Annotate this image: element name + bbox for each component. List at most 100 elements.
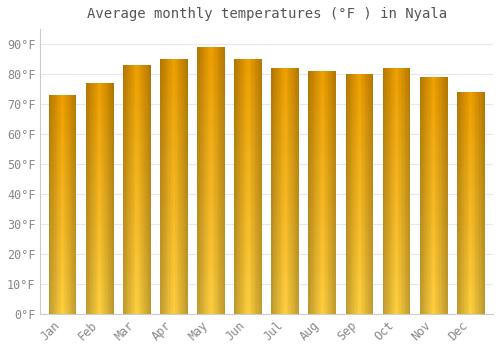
Bar — [308, 197, 336, 202]
Bar — [457, 230, 484, 234]
Bar — [160, 207, 188, 212]
Bar — [53, 95, 54, 314]
Bar — [272, 206, 299, 211]
Bar — [160, 74, 188, 79]
Bar — [311, 71, 312, 314]
Bar — [350, 74, 351, 314]
Bar — [86, 102, 114, 106]
Bar — [346, 237, 374, 242]
Bar — [146, 65, 148, 314]
Bar — [346, 84, 374, 89]
Bar — [172, 59, 174, 314]
Bar — [395, 68, 396, 314]
Bar — [382, 142, 410, 147]
Bar — [48, 283, 76, 288]
Bar — [272, 289, 299, 294]
Bar — [48, 183, 76, 187]
Bar — [123, 100, 150, 105]
Bar — [197, 175, 225, 181]
Bar — [308, 193, 336, 197]
Bar — [234, 120, 262, 125]
Bar — [197, 229, 225, 234]
Bar — [86, 263, 114, 268]
Bar — [123, 184, 150, 189]
Bar — [160, 268, 188, 273]
Bar — [234, 79, 262, 84]
Bar — [200, 47, 202, 314]
Bar — [86, 97, 114, 101]
Bar — [182, 59, 184, 314]
Bar — [197, 170, 225, 175]
Bar — [457, 163, 484, 167]
Bar — [197, 218, 225, 223]
Bar — [123, 304, 150, 309]
Bar — [272, 117, 299, 122]
Bar — [420, 144, 448, 148]
Bar — [370, 74, 372, 314]
Bar — [48, 270, 76, 274]
Bar — [48, 218, 76, 222]
Bar — [68, 95, 70, 314]
Bar — [382, 88, 410, 93]
Bar — [86, 203, 114, 208]
Bar — [457, 292, 484, 296]
Bar — [197, 79, 225, 84]
Bar — [272, 216, 299, 220]
Bar — [184, 59, 185, 314]
Bar — [420, 281, 448, 286]
Bar — [48, 121, 76, 126]
Bar — [86, 277, 114, 281]
Bar — [62, 95, 64, 314]
Bar — [457, 252, 484, 256]
Bar — [324, 71, 325, 314]
Bar — [382, 245, 410, 250]
Bar — [281, 68, 282, 314]
Bar — [382, 103, 410, 107]
Bar — [160, 263, 188, 268]
Bar — [402, 68, 404, 314]
Bar — [160, 248, 188, 253]
Bar — [48, 130, 76, 134]
Bar — [234, 131, 262, 135]
Bar — [148, 65, 150, 314]
Bar — [86, 286, 114, 291]
Bar — [347, 74, 348, 314]
Bar — [382, 250, 410, 255]
Bar — [216, 47, 218, 314]
Bar — [308, 139, 336, 144]
Bar — [86, 189, 114, 194]
Bar — [272, 152, 299, 156]
Bar — [382, 216, 410, 220]
Bar — [346, 300, 374, 304]
Bar — [382, 137, 410, 142]
Bar — [164, 59, 166, 314]
Bar — [48, 113, 76, 117]
Bar — [346, 122, 374, 127]
Bar — [234, 151, 262, 156]
Bar — [48, 257, 76, 261]
Bar — [105, 83, 106, 314]
Bar — [145, 65, 146, 314]
Bar — [234, 191, 262, 197]
Bar — [420, 304, 448, 309]
Bar — [346, 79, 374, 84]
Bar — [272, 270, 299, 274]
Bar — [48, 187, 76, 191]
Bar — [457, 132, 484, 136]
Bar — [123, 195, 150, 200]
Bar — [458, 92, 460, 314]
Bar — [382, 122, 410, 127]
Bar — [197, 52, 225, 58]
Bar — [48, 296, 76, 301]
Bar — [48, 239, 76, 244]
Bar — [197, 276, 225, 282]
Bar — [396, 68, 398, 314]
Bar — [420, 252, 448, 257]
Bar — [308, 202, 336, 207]
Bar — [160, 212, 188, 217]
Bar — [457, 172, 484, 176]
Bar — [308, 212, 336, 217]
Bar — [291, 68, 292, 314]
Bar — [123, 169, 150, 175]
Bar — [123, 249, 150, 254]
